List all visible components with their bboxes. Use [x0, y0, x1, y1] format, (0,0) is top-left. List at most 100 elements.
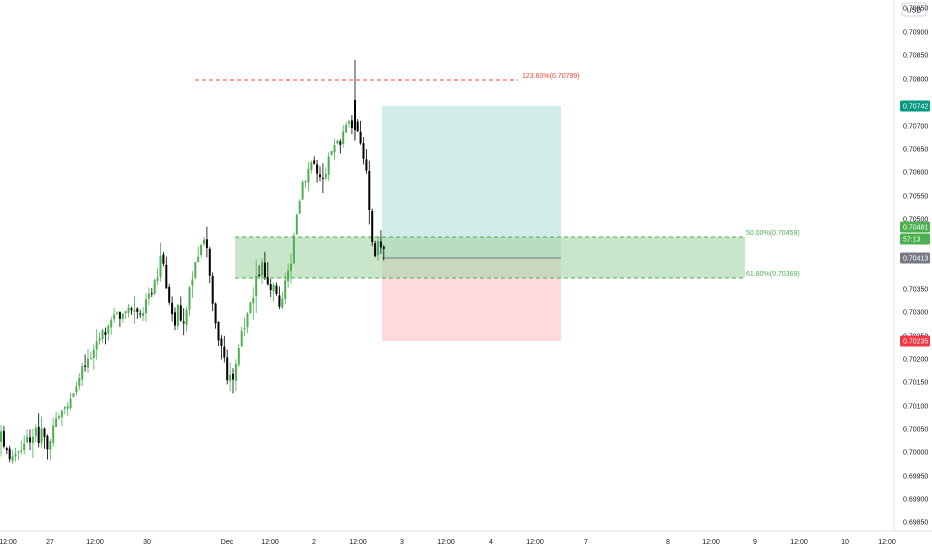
candle[interactable]: [217, 321, 220, 346]
candle[interactable]: [310, 160, 313, 174]
candle[interactable]: [348, 120, 350, 128]
candle[interactable]: [78, 373, 81, 391]
candles[interactable]: [0, 60, 385, 464]
candle[interactable]: [205, 226, 208, 258]
candle[interactable]: [345, 122, 348, 134]
candle[interactable]: [336, 139, 339, 145]
candle[interactable]: [116, 311, 118, 316]
candle[interactable]: [382, 244, 385, 261]
candle[interactable]: [17, 450, 20, 461]
candle[interactable]: [40, 416, 43, 448]
candle[interactable]: [87, 348, 89, 374]
candle[interactable]: [208, 246, 211, 284]
candle[interactable]: [371, 208, 374, 247]
candle[interactable]: [2, 425, 5, 449]
price-axis[interactable]: USD 0.70950 0.70900 0.70850 0.70800 0.70700 0…: [893, 0, 930, 531]
candle[interactable]: [58, 413, 60, 420]
candle[interactable]: [11, 450, 14, 464]
candle[interactable]: [171, 296, 174, 322]
candle[interactable]: [179, 296, 182, 322]
candle[interactable]: [287, 263, 290, 288]
candle[interactable]: [301, 180, 304, 201]
candle[interactable]: [252, 287, 255, 320]
candle[interactable]: [261, 258, 263, 284]
candle[interactable]: [319, 166, 321, 182]
candle[interactable]: [255, 259, 258, 313]
candle[interactable]: [139, 309, 142, 318]
candle[interactable]: [89, 351, 92, 360]
candle[interactable]: [229, 362, 232, 392]
candle[interactable]: [240, 326, 243, 347]
candle[interactable]: [295, 213, 298, 236]
candle[interactable]: [258, 265, 261, 277]
candle[interactable]: [185, 306, 188, 332]
candle[interactable]: [153, 279, 156, 295]
candle[interactable]: [113, 307, 116, 324]
candle[interactable]: [246, 311, 249, 334]
candle[interactable]: [66, 402, 69, 417]
candle[interactable]: [278, 286, 281, 310]
candle[interactable]: [211, 272, 214, 312]
candle[interactable]: [243, 317, 246, 337]
candle[interactable]: [20, 440, 23, 455]
candle[interactable]: [214, 302, 217, 329]
candle[interactable]: [324, 167, 327, 180]
candle[interactable]: [81, 362, 84, 386]
candle[interactable]: [52, 417, 55, 447]
candle[interactable]: [110, 316, 113, 335]
candle[interactable]: [200, 243, 203, 258]
candle[interactable]: [49, 438, 52, 461]
candle[interactable]: [191, 271, 194, 298]
currency-button[interactable]: [901, 2, 927, 17]
candle[interactable]: [0, 424, 2, 457]
candle[interactable]: [14, 447, 17, 462]
candle[interactable]: [237, 343, 240, 368]
candle[interactable]: [220, 335, 223, 360]
candle[interactable]: [313, 156, 316, 165]
candle[interactable]: [356, 119, 359, 132]
candle[interactable]: [330, 150, 333, 156]
candle[interactable]: [368, 160, 371, 225]
candle[interactable]: [75, 381, 78, 396]
candle[interactable]: [379, 230, 382, 254]
candle[interactable]: [284, 272, 287, 305]
candle[interactable]: [133, 295, 136, 324]
candle[interactable]: [327, 152, 330, 181]
candle[interactable]: [46, 434, 49, 460]
candle[interactable]: [84, 354, 87, 372]
candle[interactable]: [43, 427, 46, 449]
candle[interactable]: [374, 240, 377, 258]
candle[interactable]: [223, 335, 226, 363]
candle[interactable]: [26, 429, 29, 444]
candle[interactable]: [60, 409, 63, 427]
candle[interactable]: [342, 125, 345, 148]
time-axis[interactable]: 12:00 27 12:00 30 Dec 12:00 2 12:00 3 12:00 4 12:00…: [0, 530, 932, 546]
candle[interactable]: [316, 159, 319, 183]
candle[interactable]: [5, 446, 8, 455]
candle[interactable]: [92, 344, 95, 370]
candle[interactable]: [203, 237, 205, 246]
candle[interactable]: [307, 161, 310, 192]
candle[interactable]: [182, 308, 185, 336]
candle[interactable]: [266, 262, 269, 286]
candle[interactable]: [145, 293, 147, 322]
candle[interactable]: [29, 429, 31, 451]
candle[interactable]: [63, 406, 66, 415]
candle[interactable]: [168, 284, 171, 305]
target-zone[interactable]: [382, 106, 561, 258]
candle[interactable]: [333, 138, 336, 160]
candle[interactable]: [8, 445, 11, 463]
candle[interactable]: [292, 233, 295, 265]
candle[interactable]: [55, 411, 58, 427]
candle[interactable]: [34, 424, 37, 442]
candle[interactable]: [150, 287, 153, 298]
candle[interactable]: [321, 163, 324, 194]
candle[interactable]: [290, 253, 292, 284]
candle[interactable]: [147, 287, 150, 306]
candle[interactable]: [226, 349, 229, 385]
candle[interactable]: [31, 428, 34, 459]
candle[interactable]: [142, 307, 145, 322]
candle[interactable]: [118, 311, 121, 327]
peak-candle[interactable]: [354, 60, 356, 140]
